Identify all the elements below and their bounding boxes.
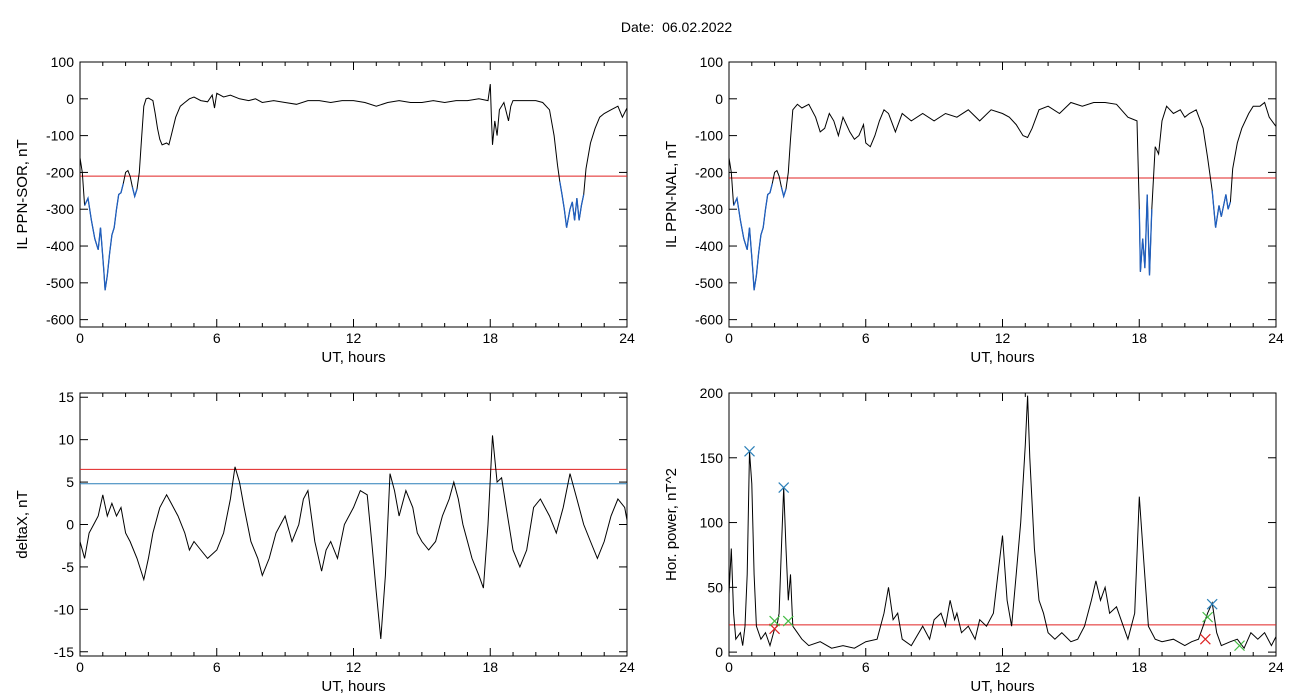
y-tick-label: -300 (695, 201, 723, 217)
plot-frame (728, 392, 1277, 657)
panel-il-ppn-sor: 0 6 12 18 24 -600 -500 -400 -300 -200 -100 0 100 UT, … (14, 54, 635, 366)
date-label: Date: (620, 19, 655, 35)
x-tick-label: 6 (862, 659, 870, 675)
storm-segment (1138, 194, 1153, 276)
x-marker-stroke (1234, 640, 1245, 652)
y-tick-label: -400 (46, 238, 74, 254)
x-marker-stroke (1206, 598, 1218, 610)
x-tick-label: 12 (346, 659, 362, 675)
x-tick-label: 0 (725, 659, 733, 675)
x-tick-label: 12 (995, 330, 1011, 346)
storm-segment (733, 183, 773, 291)
y-tick-label: 200 (700, 385, 724, 401)
plot-frame (79, 392, 628, 657)
x-marker (744, 445, 755, 457)
figure-title: Date: 06.02.2022 (0, 19, 1300, 35)
y-tick-label: -500 (46, 275, 74, 291)
x-marker (769, 623, 781, 635)
y-tick-label: -15 (54, 644, 74, 660)
x-marker (1202, 611, 1214, 623)
x-tick-label: 18 (482, 659, 498, 675)
y-tick-label: 100 (51, 54, 75, 70)
date-value: 06.02.2022 (662, 19, 733, 35)
x-tick-label: 24 (1268, 330, 1284, 346)
y-tick-label: 0 (66, 517, 74, 533)
y-tick-label: 150 (700, 450, 724, 466)
y-tick-label: -200 (46, 164, 74, 180)
x-axis-label: UT, hours (321, 678, 385, 695)
x-tick-label: 6 (213, 330, 221, 346)
x-axis-label: UT, hours (970, 678, 1034, 695)
plot-frame (79, 61, 628, 328)
storm-segment (84, 183, 124, 291)
y-tick-label: -100 (695, 128, 723, 144)
y-tick-label: -300 (46, 201, 74, 217)
x-marker-stroke (769, 615, 781, 627)
y-tick-label: 0 (715, 644, 723, 660)
y-tick-label: 5 (66, 474, 74, 490)
y-tick-label: -600 (695, 312, 723, 328)
x-marker-stroke (782, 615, 794, 627)
x-tick-label: 18 (1131, 330, 1147, 346)
y-tick-label: 100 (700, 515, 724, 531)
x-tick-label: 24 (619, 659, 635, 675)
x-marker-stroke (769, 623, 781, 635)
y-tick-label: -100 (46, 128, 74, 144)
storm-segment (131, 186, 138, 199)
x-tick-label: 12 (995, 659, 1011, 675)
y-tick-label: 15 (58, 389, 74, 405)
x-tick-label: 6 (213, 659, 221, 675)
x-axis-label: UT, hours (321, 349, 385, 366)
x-tick-label: 0 (76, 659, 84, 675)
x-tick-label: 24 (1268, 659, 1284, 675)
x-axis-label: UT, hours (970, 349, 1034, 366)
y-tick-label: 100 (700, 54, 724, 70)
x-marker-stroke (744, 445, 755, 457)
x-marker (782, 615, 794, 627)
y-axis-label: IL PPN-SOR, nT (14, 139, 31, 249)
series-line (728, 395, 1277, 650)
y-tick-label: -10 (54, 601, 74, 617)
series-line (79, 435, 628, 640)
x-marker (1206, 598, 1218, 610)
x-marker-stroke (1199, 633, 1211, 645)
x-marker-stroke (1202, 611, 1214, 623)
panel-deltax: 0 6 12 18 24 -15 -10 -5 0 5 10 15 UT, hours deltaX, n… (14, 389, 635, 695)
y-tick-label: 0 (715, 91, 723, 107)
y-tick-label: -600 (46, 312, 74, 328)
y-tick-label: -200 (695, 164, 723, 180)
x-tick-label: 24 (619, 330, 635, 346)
storm-segment (559, 181, 585, 228)
x-tick-label: 6 (862, 330, 870, 346)
series-line (79, 84, 628, 291)
y-tick-label: 50 (707, 579, 723, 595)
y-axis-label: Hor. power, nT^2 (663, 468, 680, 581)
panel-il-ppn-nal: 0 6 12 18 24 -600 -500 -400 -300 -200 -100 0 100 UT, … (663, 54, 1284, 366)
x-tick-label: 18 (482, 330, 498, 346)
y-tick-label: -5 (62, 559, 75, 575)
y-tick-label: -400 (695, 238, 723, 254)
series-line (728, 101, 1277, 291)
y-tick-label: 10 (58, 432, 74, 448)
y-axis-label: deltaX, nT (14, 490, 31, 558)
y-tick-label: 0 (66, 91, 74, 107)
x-marker (1234, 640, 1245, 652)
storm-segment (780, 186, 787, 199)
x-tick-label: 0 (725, 330, 733, 346)
plot-frame (728, 61, 1277, 328)
x-marker (1199, 633, 1211, 645)
x-tick-label: 18 (1131, 659, 1147, 675)
x-marker (769, 615, 781, 627)
panel-hor-power: 0 6 12 18 24 0 50 100 150 200 UT, hours Hor. power,… (663, 385, 1284, 695)
y-axis-label: IL PPN-NAL, nT (663, 141, 680, 248)
x-tick-label: 12 (346, 330, 362, 346)
x-marker (778, 482, 790, 494)
x-marker-stroke (778, 482, 790, 494)
x-tick-label: 0 (76, 330, 84, 346)
storm-segment (1211, 190, 1232, 228)
y-tick-label: -500 (695, 275, 723, 291)
